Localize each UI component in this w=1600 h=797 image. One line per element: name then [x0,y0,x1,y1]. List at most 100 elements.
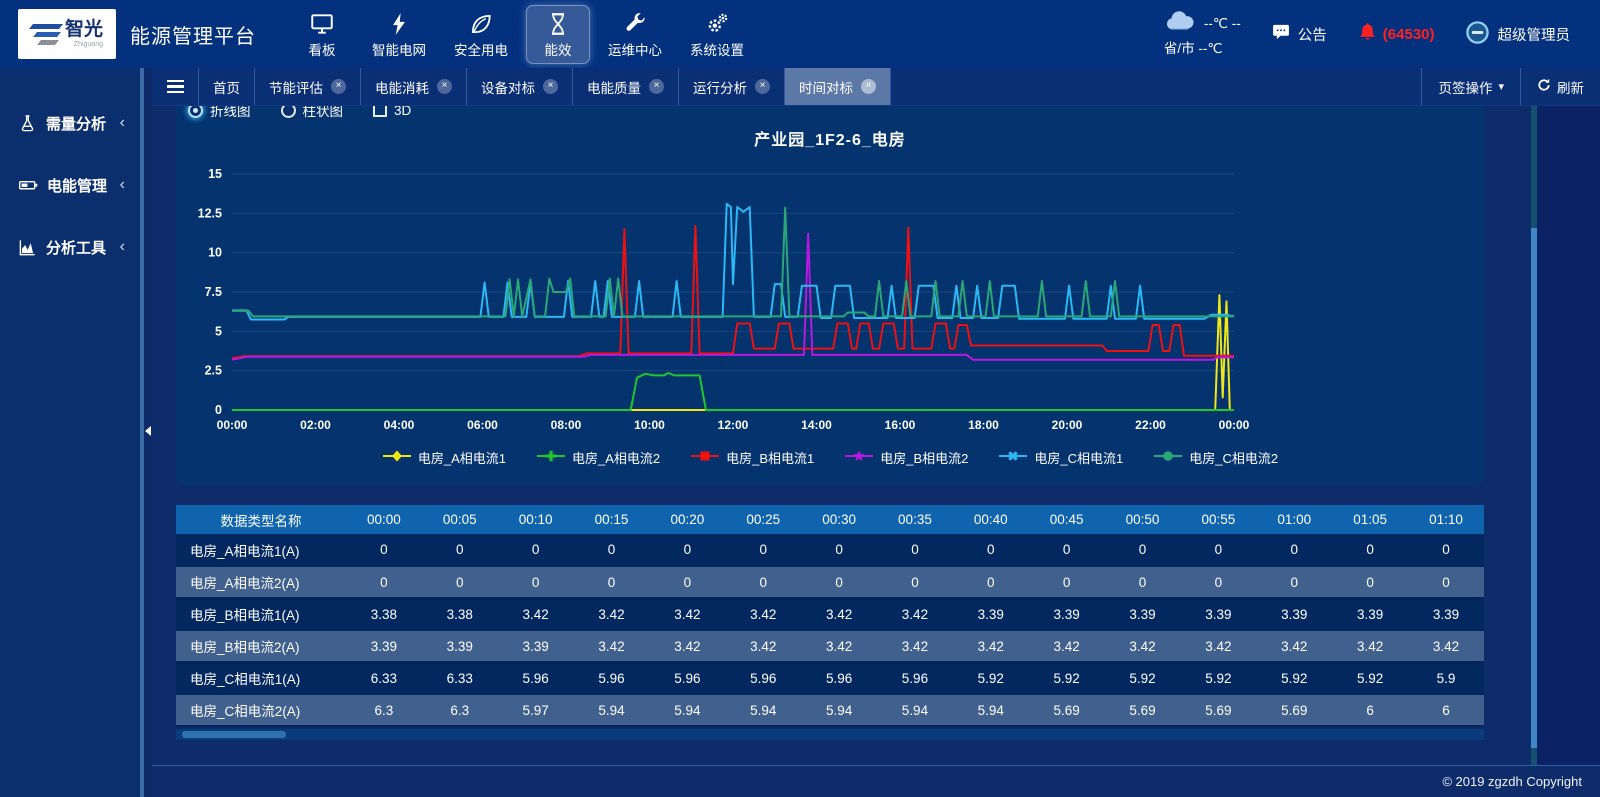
table-header-cell: 00:20 [649,505,725,534]
radio-label: 折线图 [210,106,251,120]
series-line-电房_A相电流2 [232,373,1234,410]
value-cell: 0 [1332,566,1408,598]
logo: 智光 Zhiguang [18,9,116,59]
nav-item-label: 系统设置 [690,39,744,59]
h-scrollbar-thumb[interactable] [182,731,286,738]
table-header-cell: 00:00 [346,505,422,534]
monitor-icon [309,11,335,37]
nav-item-monitor[interactable]: 看板 [290,5,354,64]
tab-电能消耗[interactable]: 电能消耗× [360,68,466,105]
x-tick-label: 08:00 [551,418,582,432]
refresh-button[interactable]: 刷新 [1520,68,1600,105]
chart-type-radio-柱状图[interactable]: 柱状图 [281,106,344,120]
close-tab-icon[interactable]: × [861,79,876,94]
tab-运行分析[interactable]: 运行分析× [678,68,784,105]
x-tick-label: 04:00 [384,418,415,432]
legend-item-电房_C相电流1[interactable]: 电房_C相电流1 [998,448,1123,467]
wrench-icon [622,11,648,37]
bell-icon [1357,21,1378,47]
value-cell: 5.96 [649,662,725,694]
value-cell: 5.92 [1180,662,1256,694]
close-tab-icon[interactable]: × [331,79,346,94]
nav-item-hourglass[interactable]: 能效 [526,5,590,64]
legend-marker-plus-icon [536,450,566,465]
checkbox-icon [373,106,387,117]
close-tab-icon[interactable]: × [437,79,452,94]
sidebar-item-flask[interactable]: 需量分析 ‹ [0,92,140,154]
radio-icon [281,106,296,118]
x-tick-label: 22:00 [1135,418,1166,432]
legend-item-电房_C相电流2[interactable]: 电房_C相电流2 [1153,448,1278,467]
value-cell: 0 [877,566,953,598]
value-cell: 5.96 [725,662,801,694]
value-cell: 0 [649,566,725,598]
tab-电能质量[interactable]: 电能质量× [572,68,678,105]
tab-时间对标[interactable]: 时间对标× [784,68,891,105]
table-horizontal-scrollbar[interactable] [176,729,1484,740]
nav-item-label: 能效 [545,39,572,59]
value-cell: 3.42 [877,598,953,630]
tab-首页[interactable]: 首页 [198,68,254,105]
close-tab-icon[interactable]: × [755,79,770,94]
content-area: 折线图柱状图3D 产业园_1F2-6_电房 02.557.51012.51500… [152,106,1600,765]
value-cell: 3.42 [574,598,650,630]
legend-item-电房_A相电流2[interactable]: 电房_A相电流2 [536,448,660,467]
sidebar-item-chart[interactable]: 分析工具‹ [0,216,140,278]
legend-marker-square-icon [690,450,720,465]
y-tick-label: 2.5 [205,364,222,378]
value-cell: 3.38 [422,598,498,630]
value-cell: 0 [1180,566,1256,598]
x-tick-label: 14:00 [801,418,832,432]
value-cell: 5.92 [1256,662,1332,694]
table-header-cell: 00:05 [422,505,498,534]
value-cell: 5.96 [574,662,650,694]
tab-operations-button[interactable]: 页签操作 ▾ [1421,68,1520,105]
hamburger-menu-icon[interactable] [152,68,198,105]
table-header-cell: 00:35 [877,505,953,534]
value-cell: 0 [1105,534,1181,566]
notice-button[interactable]: 公告 [1271,22,1327,46]
value-cell: 0 [498,566,574,598]
legend-label: 电房_A相电流1 [418,448,506,467]
value-cell: 3.39 [1105,598,1181,630]
value-cell: 5.92 [1332,662,1408,694]
legend-label: 电房_C相电流1 [1034,448,1123,467]
legend-item-电房_A相电流1[interactable]: 电房_A相电流1 [382,448,506,467]
legend-item-电房_B相电流2[interactable]: 电房_B相电流2 [844,448,968,467]
radio-icon [188,106,203,118]
x-tick-label: 10:00 [634,418,665,432]
chart-3d-checkbox[interactable]: 3D [373,106,411,118]
nav-item-leaf[interactable]: 安全用电 [444,5,518,64]
v-scrollbar-thumb[interactable] [1531,228,1537,748]
tab-节能评估[interactable]: 节能评估× [254,68,360,105]
sidebar-item-label: 需量分析 [46,113,106,134]
legend-marker-cross-icon [998,450,1028,465]
nav-item-gears[interactable]: 系统设置 [680,5,754,64]
value-cell: 6.3 [346,694,422,726]
value-cell: 3.39 [1332,598,1408,630]
x-tick-label: 00:00 [1219,418,1250,432]
legend-item-电房_B相电流1[interactable]: 电房_B相电流1 [690,448,814,467]
sidebar-collapse-handle[interactable] [145,426,151,436]
value-cell: 5.96 [877,662,953,694]
close-tab-icon[interactable]: × [649,79,664,94]
chevron-left-icon: ‹ [120,114,125,132]
sidebar-divider [140,68,152,797]
chart-type-radio-折线图[interactable]: 折线图 [188,106,251,120]
notice-label: 公告 [1298,24,1327,45]
weather-temp: --℃ -- [1204,14,1241,34]
chart-title: 产业园_1F2-6_电房 [176,126,1484,152]
user-menu[interactable]: 超级管理员 [1465,20,1571,49]
nav-item-bolt[interactable]: 智能电网 [362,5,436,64]
sidebar-item-battery[interactable]: 电能管理‹ [0,154,140,216]
nav-item-wrench[interactable]: 运维中心 [598,5,672,64]
close-tab-icon[interactable]: × [543,79,558,94]
table-header-cell: 00:10 [498,505,574,534]
value-cell: 0 [1408,566,1484,598]
alarm-button[interactable]: (64530) [1357,21,1435,47]
content-vertical-scrollbar[interactable] [1531,106,1537,765]
value-cell: 0 [574,566,650,598]
app-header: 智光 Zhiguang 能源管理平台 看板智能电网安全用电能效运维中心系统设置 … [0,0,1600,68]
tab-设备对标[interactable]: 设备对标× [466,68,572,105]
chart-type-controls: 折线图 柱状图 3D [176,106,1484,120]
